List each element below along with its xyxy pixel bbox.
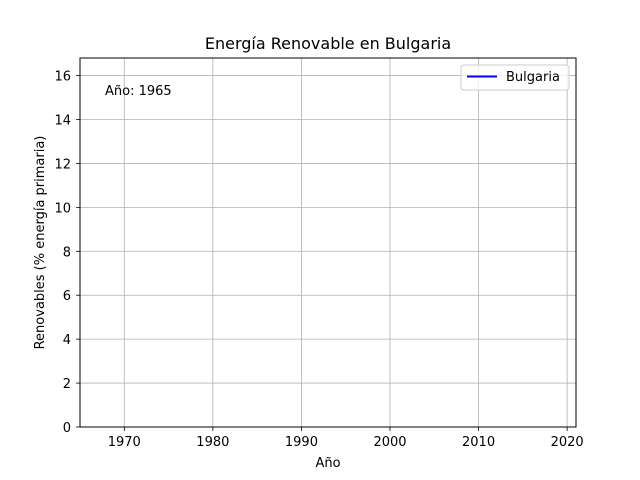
legend-box bbox=[460, 64, 570, 91]
y-axis-ticks: 0 2 4 6 8 10 12 14 16 bbox=[54, 70, 80, 436]
x-axis-ticks: 1970 1980 1990 2000 2010 2020 bbox=[108, 427, 584, 450]
legend: Bulgaria bbox=[460, 64, 570, 91]
y-tick-label: 12 bbox=[54, 157, 71, 172]
y-tick-label: 8 bbox=[63, 245, 71, 260]
legend-label-bulgaria: Bulgaria bbox=[506, 70, 560, 85]
x-tick-label: 1990 bbox=[285, 435, 318, 450]
grid-lines bbox=[80, 58, 576, 428]
x-axis-label: Año bbox=[315, 456, 340, 471]
chart-title: Energía Renovable en Bulgaria bbox=[205, 34, 451, 53]
y-tick-label: 4 bbox=[63, 333, 71, 348]
plot-area-frame bbox=[79, 57, 577, 428]
x-tick-label: 1970 bbox=[108, 435, 141, 450]
y-tick-label: 16 bbox=[54, 70, 71, 85]
y-tick-label: 14 bbox=[54, 114, 71, 129]
y-tick-label: 0 bbox=[63, 421, 71, 436]
x-tick-label: 2000 bbox=[373, 435, 406, 450]
y-tick-label: 2 bbox=[63, 377, 71, 392]
y-tick-label: 6 bbox=[63, 289, 71, 304]
year-annotation: Año: 1965 bbox=[105, 84, 172, 99]
x-tick-label: 2010 bbox=[462, 435, 495, 450]
y-tick-label: 10 bbox=[54, 201, 71, 216]
x-tick-label: 1980 bbox=[196, 435, 229, 450]
x-tick-label: 2020 bbox=[551, 435, 584, 450]
y-axis-label: Renovables (% energía primaria) bbox=[33, 136, 48, 350]
